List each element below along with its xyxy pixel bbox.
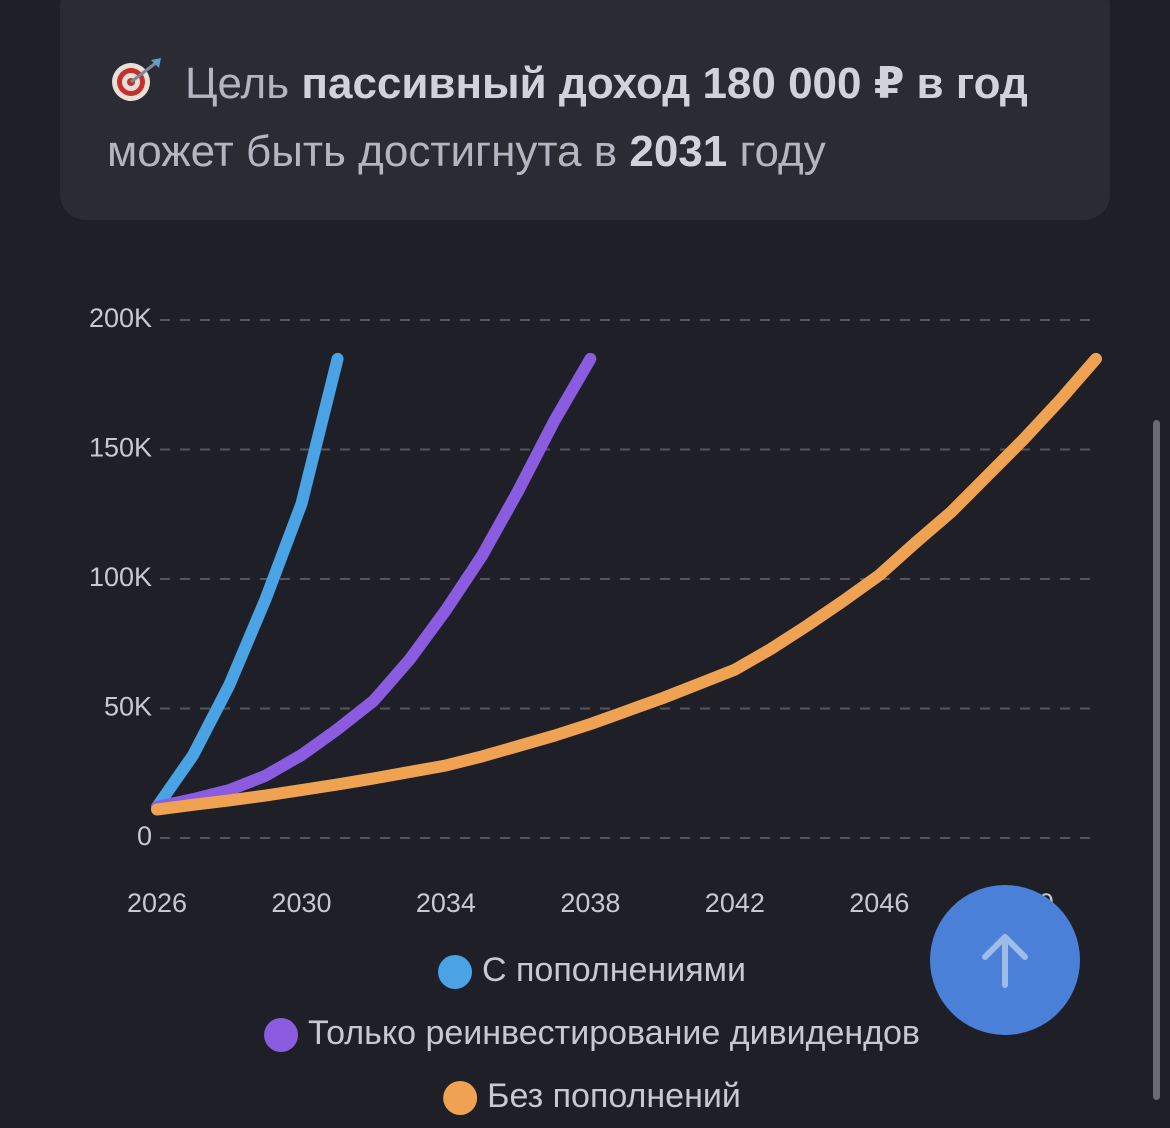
legend-item: Без пополнений xyxy=(443,1077,741,1115)
x-tick-label: 2026 xyxy=(127,888,187,918)
scrollbar xyxy=(1153,420,1160,1100)
banner-text: может быть достигнута в xyxy=(107,127,630,176)
x-tick-label: 2046 xyxy=(849,888,909,918)
legend-label: С пополнениями xyxy=(482,951,746,989)
series-line xyxy=(151,352,1102,816)
y-tick-label: 100K xyxy=(89,562,152,592)
banner-text: 2031 xyxy=(629,127,728,176)
y-tick-label: 200K xyxy=(89,303,152,333)
series-line xyxy=(151,352,597,813)
legend-label: Только реинвестирование дивидендов xyxy=(308,1014,920,1052)
legend-label: Без пополнений xyxy=(487,1077,741,1115)
banner-text: пассивный доход 180 000 ₽ в год xyxy=(301,59,1028,108)
x-tick-label: 2030 xyxy=(271,888,331,918)
legend-marker xyxy=(264,1018,299,1052)
y-tick-label: 150K xyxy=(89,433,152,463)
legend-marker xyxy=(438,955,473,989)
scroll-top-button[interactable] xyxy=(930,885,1080,1035)
series-line xyxy=(151,352,344,813)
arrow-up-icon xyxy=(982,934,1028,988)
banner-text: году xyxy=(727,127,826,176)
goal-banner: Цель пассивный доход 180 000 ₽ в год мож… xyxy=(60,0,1110,220)
legend-item: С пополнениями xyxy=(438,951,746,989)
y-tick-label: 0 xyxy=(137,821,152,851)
y-tick-label: 50K xyxy=(104,692,152,722)
legend-marker xyxy=(443,1081,478,1115)
banner-text: Цель xyxy=(185,59,302,108)
x-tick-label: 2038 xyxy=(560,888,620,918)
x-tick-label: 2042 xyxy=(705,888,765,918)
legend-item: Только реинвестирование дивидендов xyxy=(264,1014,920,1052)
x-tick-label: 2034 xyxy=(416,888,476,918)
target-icon xyxy=(112,58,161,101)
